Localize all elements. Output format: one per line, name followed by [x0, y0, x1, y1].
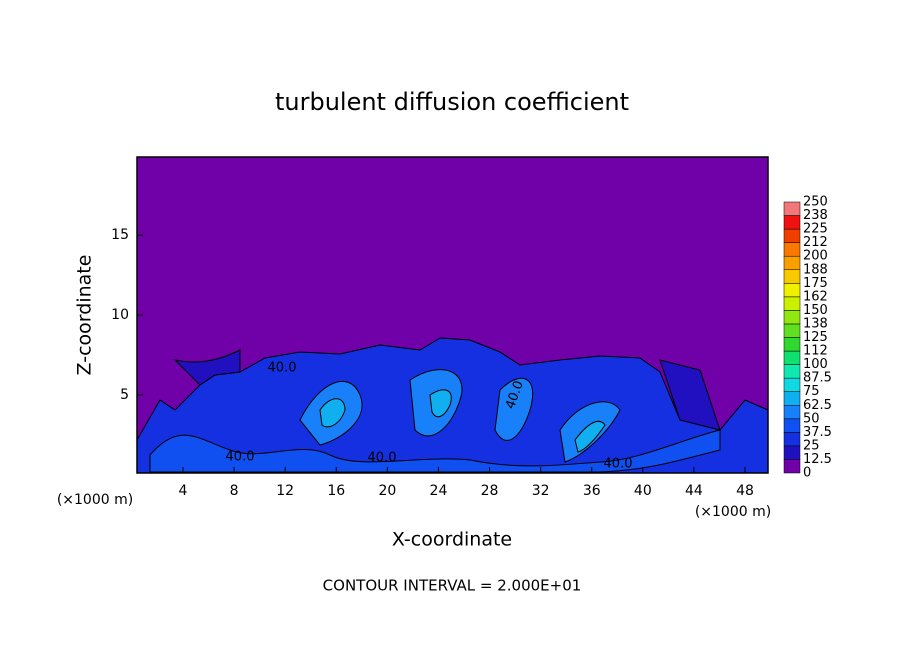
colorbar-label: 12.5 — [803, 452, 832, 467]
colorbar-swatch — [783, 228, 801, 243]
x-tick-label: 40 — [634, 483, 652, 499]
x-tick-label: 28 — [481, 483, 499, 499]
colorbar-swatch — [783, 323, 801, 338]
contour-label: 40.0 — [268, 361, 297, 376]
colorbar-label: 212 — [803, 235, 828, 250]
colorbar-swatch — [783, 405, 801, 420]
colorbar-label: 250 — [803, 195, 828, 210]
colorbar-swatch — [783, 296, 801, 311]
y-tick-label: 5 — [120, 387, 129, 403]
x-tick-label: 44 — [685, 483, 703, 499]
colorbar-swatch — [783, 255, 801, 271]
colorbar-label: 225 — [803, 222, 828, 237]
x-tick-label: 16 — [327, 483, 345, 499]
colorbar-swatch — [783, 269, 801, 284]
colorbar-swatch — [783, 242, 801, 257]
y-axis-label: Z-coordinate — [74, 255, 96, 376]
colorbar-label: 188 — [803, 262, 828, 277]
x-unit-left: (×1000 m) — [57, 492, 133, 508]
colorbar-swatch — [783, 459, 801, 474]
colorbar-swatch — [783, 364, 801, 379]
y-tick-label: 15 — [111, 227, 129, 243]
colorbar-label: 112 — [803, 344, 828, 359]
x-tick-label: 8 — [230, 483, 239, 499]
colorbar-label: 50 — [803, 411, 820, 426]
colorbar-swatch — [783, 445, 801, 460]
contour-label: 40.0 — [226, 450, 255, 465]
colorbar-swatch — [783, 350, 801, 365]
colorbar-label: 150 — [803, 303, 828, 318]
colorbar-label: 87.5 — [803, 371, 832, 386]
colorbar-label: 0 — [803, 466, 811, 481]
contour-label: 40.0 — [368, 451, 397, 466]
colorbar-label: 175 — [803, 276, 828, 291]
colorbar-swatch — [783, 201, 801, 216]
colorbar-swatch — [783, 377, 801, 392]
colorbar-label: 25 — [803, 438, 820, 453]
field-region — [149, 429, 721, 473]
colorbar-label: 100 — [803, 357, 828, 372]
colorbar-label: 200 — [803, 249, 828, 264]
x-tick-label: 36 — [583, 483, 601, 499]
colorbar-swatch — [783, 391, 801, 406]
colorbar-swatch — [783, 215, 801, 230]
x-unit-right: (×1000 m) — [695, 504, 771, 520]
chart-title: turbulent diffusion coefficient — [275, 88, 629, 116]
colorbar-label: 37.5 — [803, 425, 832, 440]
y-tick-label: 10 — [111, 307, 129, 323]
colorbar-label: 125 — [803, 330, 828, 345]
colorbar-label: 162 — [803, 289, 828, 304]
colorbar-swatch — [783, 337, 801, 352]
colorbar-label: 138 — [803, 316, 828, 331]
x-tick-label: 32 — [532, 483, 550, 499]
contour-label: 40.0 — [604, 457, 633, 472]
colorbar-swatch — [783, 432, 801, 447]
colorbar-swatch — [783, 418, 801, 433]
x-tick-label: 4 — [179, 483, 188, 499]
x-axis-label: X-coordinate — [392, 529, 512, 551]
colorbar-label: 238 — [803, 208, 828, 223]
field — [137, 157, 768, 473]
note: CONTOUR INTERVAL = 2.000E+01 — [323, 577, 582, 595]
field-region — [299, 369, 621, 463]
colorbar-label: 75 — [803, 384, 820, 399]
x-tick-label: 24 — [430, 483, 448, 499]
field-region — [319, 389, 606, 453]
colorbar-label: 62.5 — [803, 398, 832, 413]
x-tick-label: 20 — [378, 483, 396, 499]
colorbar-swatch — [783, 283, 801, 298]
colorbar-swatch — [783, 310, 801, 325]
x-tick-label: 48 — [736, 483, 754, 499]
x-tick-label: 12 — [276, 483, 294, 499]
field-region — [173, 349, 721, 431]
